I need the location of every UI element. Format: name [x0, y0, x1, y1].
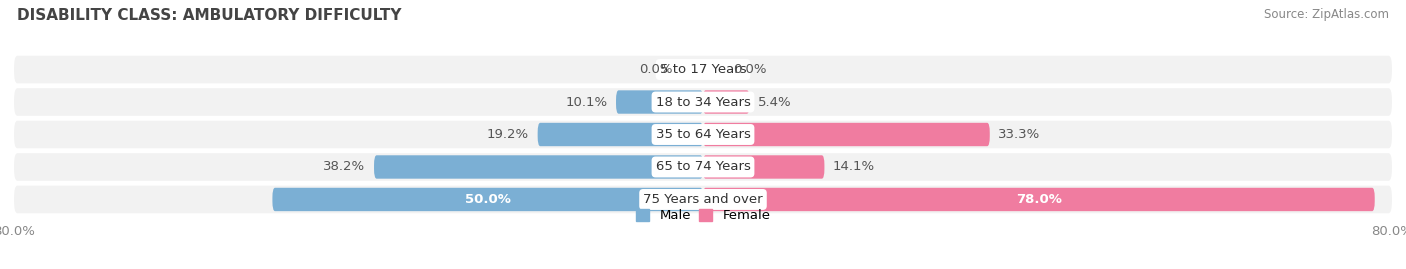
Text: 19.2%: 19.2% [486, 128, 529, 141]
FancyBboxPatch shape [14, 153, 1392, 181]
Text: Source: ZipAtlas.com: Source: ZipAtlas.com [1264, 8, 1389, 21]
Text: 50.0%: 50.0% [465, 193, 510, 206]
FancyBboxPatch shape [14, 186, 1392, 213]
FancyBboxPatch shape [537, 123, 703, 146]
Text: 5.4%: 5.4% [758, 95, 792, 108]
FancyBboxPatch shape [703, 123, 990, 146]
Text: 78.0%: 78.0% [1017, 193, 1062, 206]
Text: 0.0%: 0.0% [733, 63, 766, 76]
FancyBboxPatch shape [14, 121, 1392, 148]
Text: DISABILITY CLASS: AMBULATORY DIFFICULTY: DISABILITY CLASS: AMBULATORY DIFFICULTY [17, 8, 401, 23]
Text: 10.1%: 10.1% [565, 95, 607, 108]
FancyBboxPatch shape [14, 88, 1392, 116]
FancyBboxPatch shape [703, 155, 824, 179]
Text: 75 Years and over: 75 Years and over [643, 193, 763, 206]
FancyBboxPatch shape [14, 56, 1392, 83]
Text: 5 to 17 Years: 5 to 17 Years [659, 63, 747, 76]
FancyBboxPatch shape [703, 188, 1375, 211]
FancyBboxPatch shape [703, 90, 749, 114]
Text: 35 to 64 Years: 35 to 64 Years [655, 128, 751, 141]
Text: 0.0%: 0.0% [640, 63, 673, 76]
Legend: Male, Female: Male, Female [630, 204, 776, 228]
Text: 38.2%: 38.2% [323, 161, 366, 174]
Text: 33.3%: 33.3% [998, 128, 1040, 141]
FancyBboxPatch shape [616, 90, 703, 114]
FancyBboxPatch shape [273, 188, 703, 211]
Text: 65 to 74 Years: 65 to 74 Years [655, 161, 751, 174]
Text: 18 to 34 Years: 18 to 34 Years [655, 95, 751, 108]
FancyBboxPatch shape [374, 155, 703, 179]
Text: 14.1%: 14.1% [832, 161, 875, 174]
